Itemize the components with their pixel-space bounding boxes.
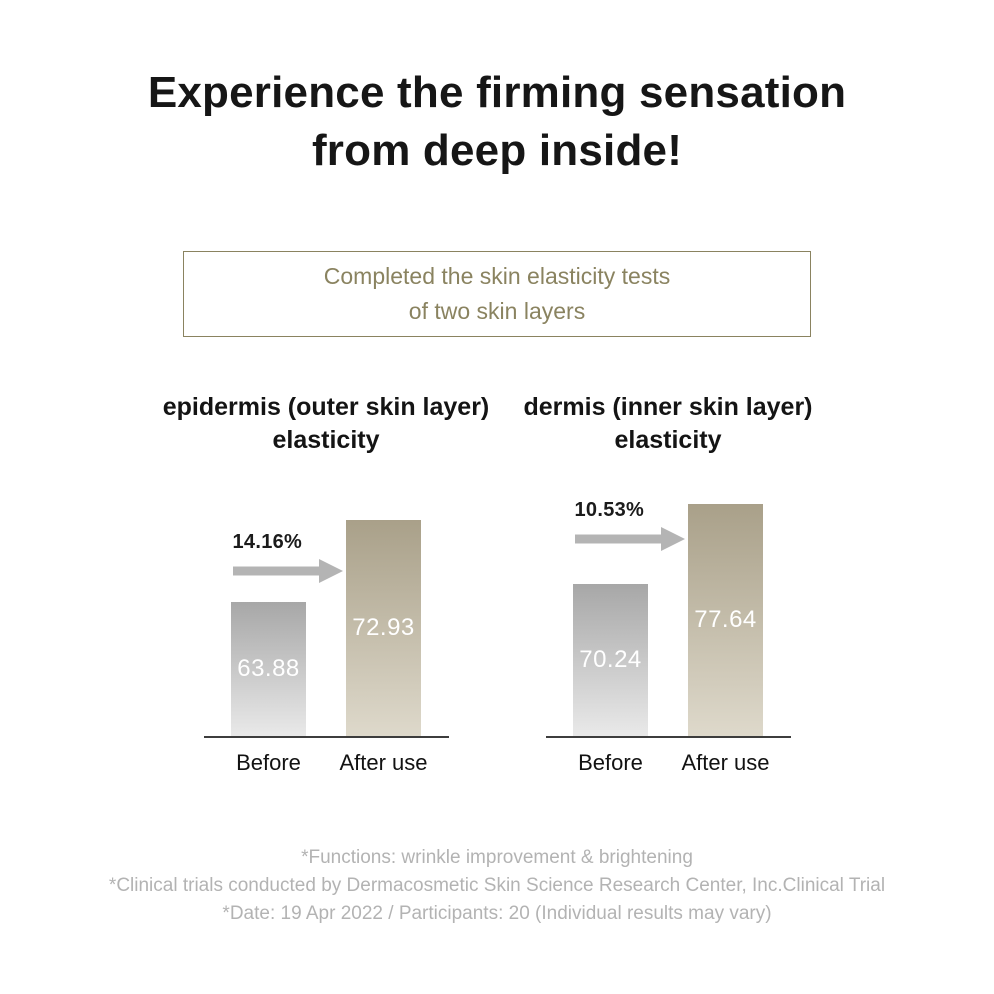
banner-line-1: Completed the skin elasticity tests (323, 263, 671, 289)
chart-title-line: epidermis (outer skin layer) (162, 393, 490, 421)
increase-percent-label: 10.53% (574, 499, 645, 521)
bars-group: 70.24 77.64 (546, 491, 791, 736)
chart-title-line: dermis (inner skin layer) (523, 393, 813, 421)
footnote-line: *Clinical trials conducted by Dermacosme… (108, 875, 886, 896)
footnote-line: *Date: 19 Apr 2022 / Participants: 20 (I… (222, 903, 772, 924)
category-label-before: Before (236, 750, 301, 775)
title-line-2: from deep inside! (311, 126, 683, 175)
bar-after: 77.64 (688, 504, 763, 736)
bars-group: 63.88 72.93 (204, 491, 449, 736)
bar-value-label: 70.24 (579, 646, 642, 673)
page-title: Experience the firming sensation from de… (0, 0, 994, 180)
charts-row: epidermis (outer skin layer) elasticity … (0, 391, 994, 776)
footnote-line: *Functions: wrinkle improvement & bright… (301, 847, 693, 868)
bar-before: 63.88 (231, 602, 306, 736)
increase-annotation: 10.53% (574, 499, 685, 551)
category-labels: Before After use (231, 750, 428, 776)
chart-dermis-title: dermis (inner skin layer) elasticity (524, 391, 813, 457)
bar-value-label: 72.93 (352, 614, 415, 641)
category-label-after: After use (339, 750, 428, 775)
bar-before: 70.24 (573, 584, 648, 736)
banner-box: Completed the skin elasticity tests of t… (183, 251, 811, 337)
chart-epidermis-title: epidermis (outer skin layer) elasticity (163, 391, 490, 457)
right-arrow-icon (232, 559, 343, 583)
title-line-1: Experience the firming sensation (147, 68, 847, 117)
chart-epidermis-plot: 14.16% 63.88 72.93 (203, 491, 449, 738)
chart-dermis-plot: 10.53% 70.24 77.64 (545, 491, 791, 738)
chart-dermis: dermis (inner skin layer) elasticity 10.… (524, 391, 813, 776)
category-labels: Before After use (573, 750, 770, 776)
chart-title-line: elasticity (614, 426, 722, 454)
banner-line-2: of two skin layers (408, 298, 586, 324)
right-arrow-icon (574, 527, 685, 551)
footnotes: *Functions: wrinkle improvement & bright… (0, 844, 994, 928)
category-label-after: After use (681, 750, 770, 775)
chart-title-line: elasticity (272, 426, 380, 454)
increase-percent-label: 14.16% (232, 531, 303, 553)
category-label-before: Before (578, 750, 643, 775)
bar-value-label: 63.88 (237, 655, 300, 682)
bar-value-label: 77.64 (694, 606, 757, 633)
increase-annotation: 14.16% (232, 531, 343, 583)
bar-after: 72.93 (346, 520, 421, 736)
chart-epidermis: epidermis (outer skin layer) elasticity … (163, 391, 490, 776)
